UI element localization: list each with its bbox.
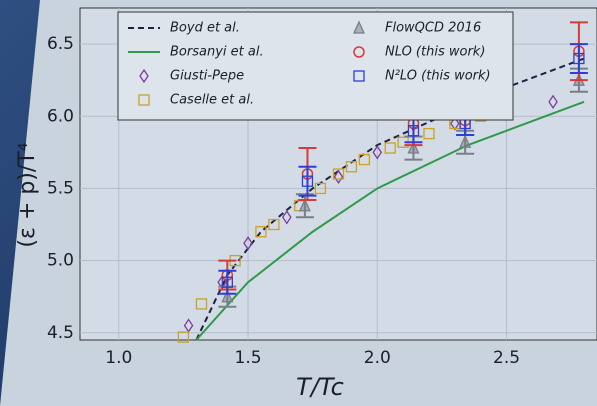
y-tick-label: 4.5 (47, 323, 74, 343)
x-tick-label: 1.5 (235, 348, 262, 368)
legend-label: NLO (this work) (385, 45, 485, 60)
x-tick-label: 2.5 (493, 348, 520, 368)
x-tick-label: 1.0 (105, 348, 132, 368)
legend-label: N²LO (this work) (385, 69, 491, 84)
y-tick-label: 6.0 (47, 106, 74, 126)
legend-label: Caselle et al. (170, 93, 254, 108)
y-tick-label: 5.0 (47, 251, 74, 271)
y-tick-label: 6.5 (47, 34, 74, 54)
legend-label: Borsanyi et al. (170, 45, 264, 60)
y-axis-label: (ε + p)/T⁴ (15, 142, 40, 247)
y-tick-label: 5.5 (47, 178, 74, 198)
legend-label: Boyd et al. (170, 21, 240, 36)
chart: (ε + p)/T⁴ T/Tc 4.5 5.0 5.5 6.0 6.5 1.0 1.5 2.0… (0, 0, 597, 406)
x-tick-label: 2.0 (364, 348, 391, 368)
legend-label: FlowQCD 2016 (385, 21, 481, 36)
x-axis-label: T/Tc (296, 373, 344, 401)
legend-label: Giusti-Pepe (170, 69, 244, 84)
